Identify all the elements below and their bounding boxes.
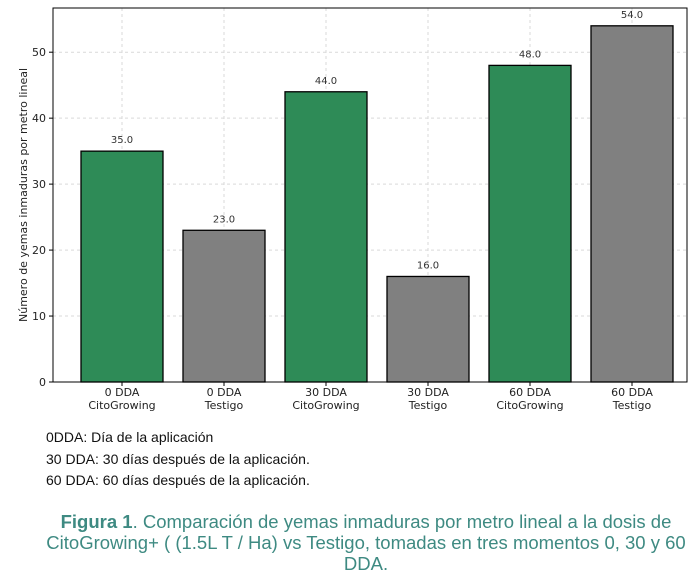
- bar: [182, 229, 266, 383]
- bar-value-label: 54.0: [621, 10, 643, 21]
- bar: [284, 91, 368, 383]
- y-axis-label: Número de yemas inmaduras por metro line…: [17, 68, 30, 322]
- bar-chart: 35.0 23.0 44.0 16.0 48.0 54.0 0 10 20 30 40 50 0 D…: [17, 7, 688, 412]
- x-tick-label: 30 DDA: [305, 386, 347, 399]
- x-tick-label: 60 DDA: [509, 386, 551, 399]
- bar: [80, 150, 164, 383]
- x-tick-label: CitoGrowing: [496, 399, 563, 412]
- x-tick-label: 60 DDA: [611, 386, 653, 399]
- y-tick-label: 40: [32, 112, 46, 125]
- bar-value-label: 44.0: [315, 76, 337, 87]
- bar-value-label: 16.0: [417, 260, 439, 271]
- y-tick-label: 20: [32, 244, 46, 257]
- y-axis-ticks: 0 10 20 30 40 50: [32, 46, 53, 389]
- notes: 0DDA: Día de la aplicación 30 DDA: 30 dí…: [46, 427, 310, 492]
- plot-frame: [52, 7, 688, 383]
- y-tick-label: 0: [39, 376, 46, 389]
- bar: [488, 64, 572, 383]
- note-30dda: 30 DDA: 30 días después de la aplicación…: [46, 450, 310, 467]
- x-tick-label: CitoGrowing: [292, 399, 359, 412]
- note-60dda: 60 DDA: 60 días después de la aplicación…: [46, 472, 310, 488]
- caption-text: . Comparación de yemas inmaduras por met…: [46, 511, 686, 574]
- y-tick-label: 10: [32, 310, 46, 323]
- bar: [590, 25, 674, 383]
- bar: [386, 275, 470, 383]
- bars: [80, 25, 674, 383]
- figure-caption: Figura 1. Comparación de yemas inmaduras…: [30, 511, 700, 574]
- x-tick-label: Testigo: [408, 399, 448, 412]
- x-tick-label: Testigo: [612, 399, 652, 412]
- x-tick-label: 0 DDA: [207, 386, 242, 399]
- y-tick-label: 50: [32, 46, 46, 59]
- x-tick-label: 0 DDA: [105, 386, 140, 399]
- bar-value-label: 48.0: [519, 49, 541, 60]
- note-0dda: 0DDA: Día de la aplicación: [46, 429, 214, 445]
- bar-value-label: 35.0: [111, 135, 133, 146]
- x-tick-label: 30 DDA: [407, 386, 449, 399]
- bar-value-label: 23.0: [213, 214, 235, 225]
- y-tick-label: 30: [32, 178, 46, 191]
- x-tick-label: Testigo: [204, 399, 244, 412]
- caption-label: Figura 1: [60, 511, 133, 532]
- x-tick-label: CitoGrowing: [88, 399, 155, 412]
- data-labels: 35.0 23.0 44.0 16.0 48.0 54.0: [111, 10, 643, 272]
